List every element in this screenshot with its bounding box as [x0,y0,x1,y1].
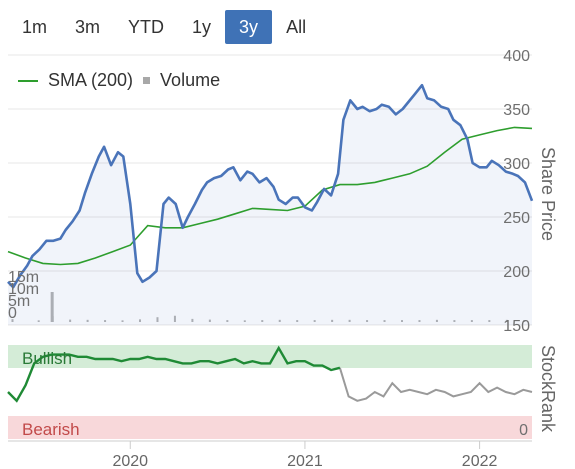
volume-bar [523,320,526,322]
bullish-band [8,345,532,368]
volume-bar [261,320,264,322]
price-tick-label: 400 [503,48,530,65]
volume-bar [348,319,351,322]
volume-bar [453,320,456,322]
sma-legend-swatch [18,79,38,82]
range-tab-3m[interactable]: 3m [75,17,101,37]
range-tabs: 1m 3m YTD 1y 3y All [8,10,320,44]
volume-bar [418,320,421,322]
sma-line [7,126,533,266]
volume-bar [191,318,194,322]
volume-bar [156,317,159,322]
volume-bar [226,320,229,322]
volume-bar [11,319,14,322]
volume-bar [278,319,281,322]
stockrank-axis-label: StockRank [538,345,558,433]
volume-bar [69,319,72,322]
volume-bar [208,319,211,322]
price-tick-label: 150 [503,318,530,335]
volume-bar [401,320,403,322]
bullish-label: Bullish [22,349,72,368]
volume-bar-spike [50,292,54,322]
volume-bar [296,320,299,322]
bearish-label: Bearish [22,420,80,439]
volume-bar [383,320,386,322]
range-tab-1y[interactable]: 1y [192,17,212,37]
volume-bar [173,315,176,322]
volume-bar [488,320,491,322]
price-line [7,83,534,289]
sma-legend-label[interactable]: SMA (200) [48,70,134,90]
volume-bar [505,319,508,322]
share-price-axis-label: Share Price [538,147,558,242]
volume-bar [435,319,438,322]
volume-bar [86,319,89,322]
price-tick-label: 350 [503,102,530,119]
stockrank-zero-label: 0 [519,422,528,439]
volume-tick-label: 0 [8,305,17,322]
volume-tick-label: 5m [8,293,30,310]
volume-legend-label[interactable]: Volume [160,70,221,90]
price-tick-label: 250 [503,210,530,227]
volume-bar [366,320,369,322]
x-tick-label: 2022 [462,453,498,469]
price-tick-label: 200 [503,264,530,281]
volume-bar [37,320,40,322]
volume-bar [139,319,141,322]
range-tab-3y[interactable]: 3y [225,10,273,44]
stockrank-line-neutral [338,367,533,402]
range-tab-1m[interactable]: 1m [22,17,48,37]
volume-bar [104,320,107,322]
volume-bar [121,320,124,322]
volume-bar [313,320,316,322]
range-tab-ytd[interactable]: YTD [128,17,165,37]
volume-bar [243,320,246,322]
range-tab-all[interactable]: All [286,17,307,37]
price-tick-label: 300 [503,156,530,173]
volume-tick-label: 10m [8,281,39,298]
volume-bar [331,319,334,322]
x-tick-label: 2020 [112,453,148,469]
bearish-band [8,416,532,439]
volume-bar [470,320,473,322]
volume-tick-label: 15m [8,269,39,286]
x-tick-label: 2021 [287,453,323,469]
price-area [8,85,532,325]
volume-legend-swatch [143,77,151,84]
stockrank-line-bullish [7,345,341,403]
legend: SMA (200) Volume [18,70,220,91]
